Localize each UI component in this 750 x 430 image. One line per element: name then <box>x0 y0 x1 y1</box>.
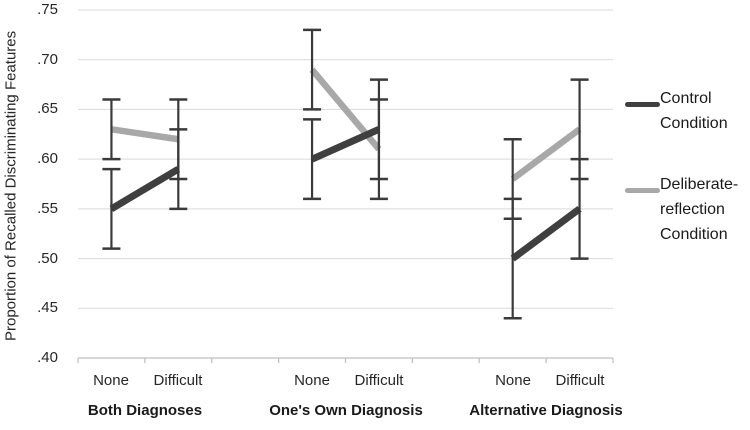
y-tick-label: .75 <box>37 1 58 18</box>
y-tick-label: .40 <box>37 349 58 366</box>
x-group-label: Both Diagnoses <box>87 402 203 419</box>
control-line-swatch <box>625 102 660 107</box>
y-tick-label: .50 <box>37 250 58 267</box>
x-group-label: Alternative Diagnosis <box>469 402 623 419</box>
x-category-label: Difficult <box>555 372 605 389</box>
deliberate-reflection-line-swatch <box>625 188 660 193</box>
y-tick-label: .60 <box>37 150 58 167</box>
x-category-label: None <box>294 372 330 389</box>
legend-label-line: Deliberate- <box>660 176 739 193</box>
y-tick-label: .45 <box>37 299 58 316</box>
legend-label-line: Condition <box>660 115 728 132</box>
x-category-label: Difficult <box>354 372 404 389</box>
legend-label-control: Control Condition <box>660 86 728 136</box>
series-line-control <box>109 166 181 212</box>
series-line-control <box>310 126 381 163</box>
x-category-label: None <box>93 372 129 389</box>
x-category-label: None <box>495 372 531 389</box>
y-tick-label: .70 <box>37 51 58 68</box>
x-category-label: Difficult <box>153 372 203 389</box>
y-tick-label: .65 <box>37 100 58 117</box>
legend-label-line: reflection <box>660 201 725 218</box>
series-line-control <box>510 206 582 262</box>
legend-label-deliberate-reflection: Deliberate- reflection Condition <box>660 172 738 247</box>
y-tick-label: .55 <box>37 200 58 217</box>
legend-label-line: Condition <box>660 226 728 243</box>
x-group-label: One's Own Diagnosis <box>269 402 423 419</box>
series-line-deliberate-reflection <box>510 126 582 182</box>
legend-label-line: Control <box>660 90 712 107</box>
series-line-deliberate-reflection <box>110 126 179 143</box>
